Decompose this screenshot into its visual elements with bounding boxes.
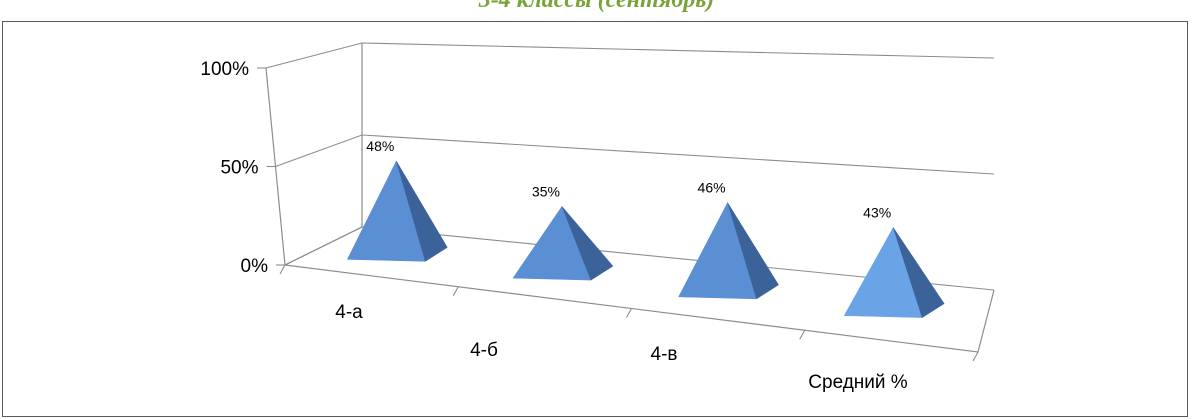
gridline	[284, 226, 995, 291]
pyramid-side-face	[561, 206, 614, 281]
x-category-label: 4-б	[470, 340, 498, 361]
x-category-label: 4-в	[651, 344, 678, 365]
data-label: 48%	[366, 138, 394, 154]
x-category-label: 4-а	[335, 302, 363, 323]
x-category-label: Средний %	[808, 372, 908, 393]
data-label: 46%	[698, 180, 726, 196]
y-tick-label: 0%	[241, 256, 269, 277]
y-tick-label: 50%	[220, 158, 258, 179]
y-tick-label: 100%	[200, 59, 249, 80]
gridline	[265, 42, 995, 69]
chart-title: 3-4 классы (сентябрь)	[478, 0, 715, 13]
chart-frame	[2, 21, 1188, 417]
x-tick-mark	[452, 286, 459, 297]
pyramid-side-face	[727, 202, 779, 300]
x-tick-mark	[799, 329, 806, 340]
pyramid-side-face	[892, 227, 945, 319]
pyramid-side-face	[396, 160, 448, 262]
x-tick-mark	[972, 351, 979, 362]
gridline	[275, 134, 995, 175]
x-tick-mark	[279, 264, 286, 275]
data-label: 35%	[532, 183, 560, 199]
x-tick-mark	[626, 308, 632, 318]
data-label: 43%	[863, 204, 891, 220]
